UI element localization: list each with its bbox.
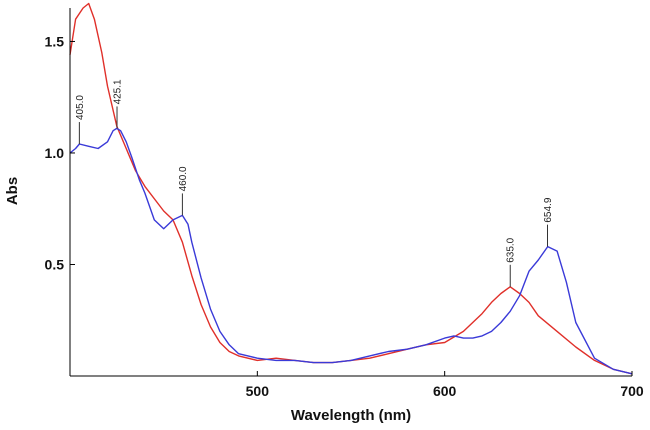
x-tick-label: 600 — [433, 383, 457, 399]
y-tick-label: 1.5 — [45, 33, 65, 49]
series-group — [69, 2, 633, 375]
annotations-group: 405.0 425.1 460.0 635.0 654.9 — [75, 79, 554, 287]
peak-label: 405.0 — [75, 95, 86, 120]
x-tick-label: 500 — [246, 383, 270, 399]
x-axis-title: Wavelength (nm) — [291, 407, 411, 424]
axes-group — [69, 8, 632, 377]
x-tick-label: 700 — [620, 383, 644, 399]
y-tick-label: 0.5 — [45, 256, 65, 272]
y-axis-title: Abs — [4, 177, 21, 205]
peak-label: 425.1 — [113, 79, 124, 104]
peak-label: 635.0 — [506, 237, 517, 262]
y-tick-label: 1.0 — [45, 145, 65, 161]
ticks-group: 500 600 700 0.5 1.0 1.5 — [45, 33, 644, 399]
series-line-1 — [69, 2, 633, 375]
peak-label: 654.9 — [543, 197, 554, 222]
series-line-2 — [69, 127, 633, 375]
peak-label: 460.0 — [178, 166, 189, 191]
